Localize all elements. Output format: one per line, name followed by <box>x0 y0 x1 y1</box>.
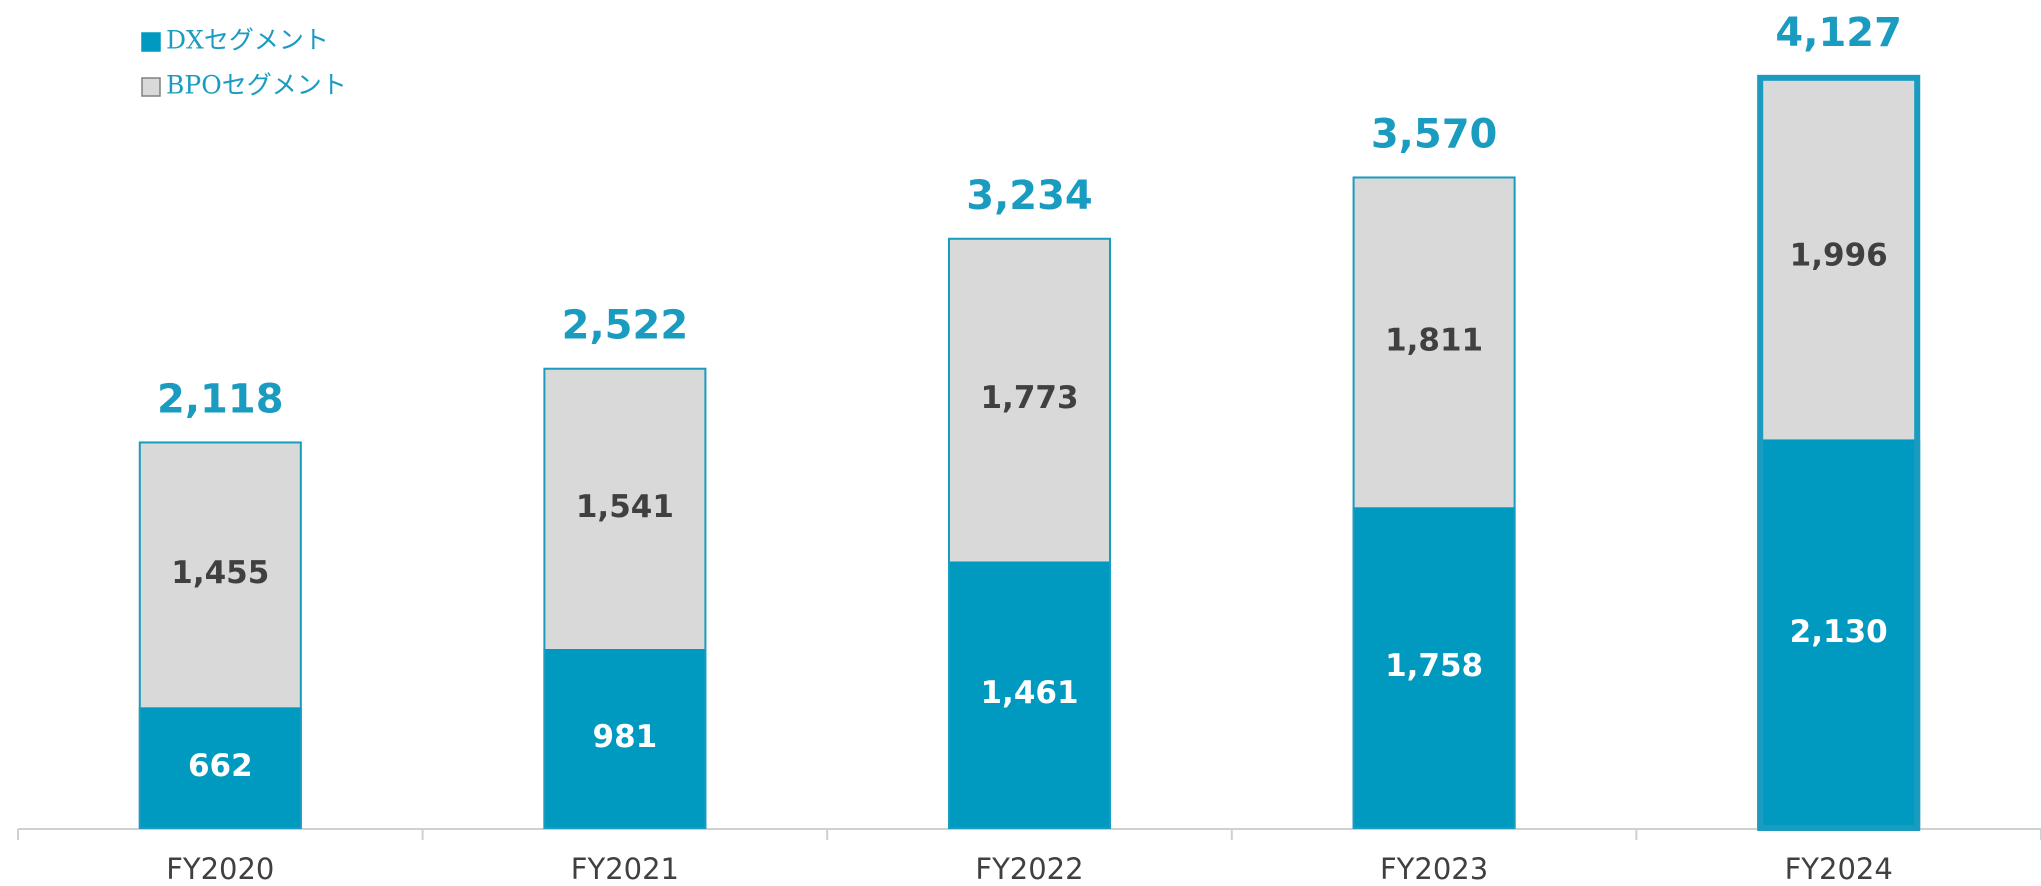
bar-outline <box>543 367 707 829</box>
value-label: 1,758 <box>1385 648 1483 684</box>
total-label: 2,118 <box>157 376 284 422</box>
value-label: 1,811 <box>1385 322 1483 358</box>
bar-outline <box>1352 176 1516 830</box>
bar-outline <box>138 441 302 829</box>
bar-outline <box>1757 74 1921 831</box>
legend-swatch <box>141 32 161 52</box>
value-label: 981 <box>593 719 658 755</box>
x-tick-label: FY2021 <box>571 852 679 886</box>
x-tick-label: FY2023 <box>1380 852 1488 886</box>
total-label: 3,570 <box>1371 111 1498 157</box>
bar-outline <box>948 237 1111 830</box>
legend-text: BPOセグメント <box>166 71 347 100</box>
bar-segment <box>1757 439 1921 828</box>
bar-segment <box>138 707 302 828</box>
bar-segment <box>1352 176 1516 508</box>
legend-text: DXセグメント <box>166 26 329 55</box>
value-label: 1,773 <box>980 380 1078 416</box>
bar-segment <box>1352 507 1516 828</box>
value-label: 662 <box>188 748 253 784</box>
x-tick-label: FY2022 <box>975 852 1083 886</box>
bar-segment <box>543 648 707 828</box>
x-tick-label: FY2020 <box>166 852 274 886</box>
value-label: 1,461 <box>980 675 1078 711</box>
total-label: 4,127 <box>1775 10 1902 56</box>
value-label: 1,541 <box>576 489 674 525</box>
value-label: 1,996 <box>1790 238 1888 274</box>
bar-segment <box>948 561 1111 828</box>
legend-swatch <box>141 77 161 97</box>
x-tick-label: FY2024 <box>1785 852 1893 886</box>
value-label: 1,455 <box>171 555 269 591</box>
bar-segment <box>543 367 707 649</box>
bar-segment <box>1757 75 1921 440</box>
bar-segment <box>948 237 1111 562</box>
total-label: 3,234 <box>966 173 1093 219</box>
total-label: 2,522 <box>562 303 689 349</box>
bar-segment <box>138 441 302 708</box>
value-label: 2,130 <box>1790 614 1888 650</box>
